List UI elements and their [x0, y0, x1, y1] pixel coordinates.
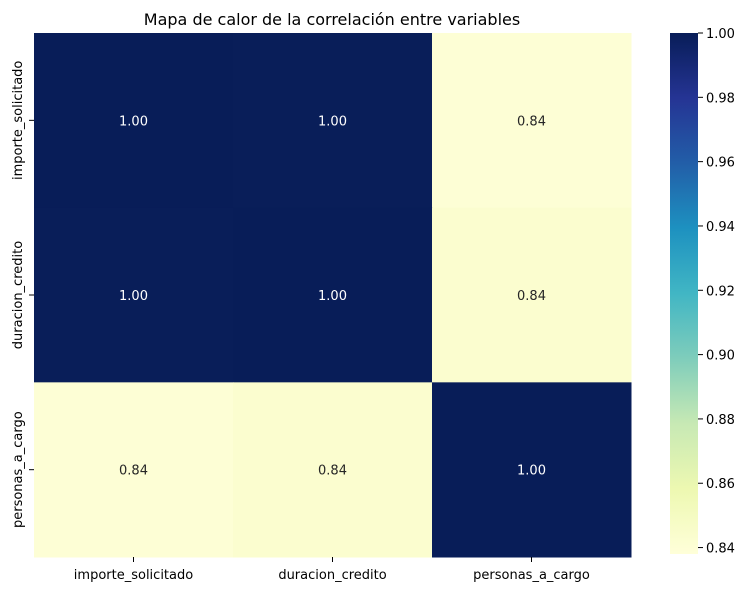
- heatmap-cell: [233, 33, 433, 209]
- colorbar-tick-label: 0.94: [706, 220, 735, 235]
- chart-title: Mapa de calor de la correlación entre va…: [144, 10, 520, 29]
- colorbar-tick-label: 1.00: [706, 27, 735, 42]
- colorbar-tick-label: 0.98: [706, 91, 735, 106]
- cell-annotation: 0.84: [517, 289, 546, 304]
- colorbar-ticks: 1.00 0.98 0.96 0.94 0.92 0.90 0.88 0.86 0.84: [698, 27, 735, 557]
- y-tick-label: personas_a_cargo: [11, 411, 26, 528]
- colorbar: [670, 33, 698, 554]
- cell-annotation: 1.00: [517, 464, 546, 479]
- heatmap-cell: [34, 207, 234, 383]
- cell-annotation: 1.00: [318, 114, 347, 129]
- y-axis: importe_solicitado duracion_creditoperson…: [11, 61, 34, 528]
- cell-annotation: 0.84: [119, 464, 148, 479]
- cell-annotation: 1.00: [119, 289, 148, 304]
- colorbar-tick-label: 0.92: [706, 284, 735, 299]
- colorbar-tick-label: 0.88: [706, 413, 735, 428]
- heatmap-cell: [233, 382, 433, 558]
- x-tick-label: personas_a_cargo: [473, 568, 590, 583]
- cell-annotation: 0.84: [517, 114, 546, 129]
- cell-annotation: 1.00: [119, 114, 148, 129]
- heatmap-cell: [432, 207, 632, 383]
- heatmap-cell: [432, 33, 632, 209]
- cell-annotation: 0.84: [318, 464, 347, 479]
- heatmap-cell: [233, 207, 433, 383]
- cell-annotations: 1.00 1.00 0.84 1.00 1.00 0.84 0.84 0.84 1.00: [119, 114, 546, 478]
- heatmap-cells: [34, 33, 632, 558]
- colorbar-tick-label: 0.84: [706, 542, 735, 557]
- colorbar-tick-label: 0.90: [706, 349, 735, 364]
- y-tick-label: importe_solicitado: [11, 61, 26, 180]
- x-tick-label: duracion_credito: [278, 568, 386, 583]
- heatmap-cell: [34, 33, 234, 209]
- heatmap-cell: [34, 382, 234, 558]
- colorbar-tick-label: 0.86: [706, 477, 735, 492]
- colorbar-tick-label: 0.96: [706, 156, 735, 171]
- cell-annotation: 1.00: [318, 289, 347, 304]
- heatmap-cell: [432, 382, 632, 558]
- x-tick-label: importe_solicitado: [74, 568, 193, 583]
- y-tick-label: duracion_credito: [11, 241, 26, 349]
- x-axis: importe_solicitado duracion_credito person…: [74, 557, 590, 583]
